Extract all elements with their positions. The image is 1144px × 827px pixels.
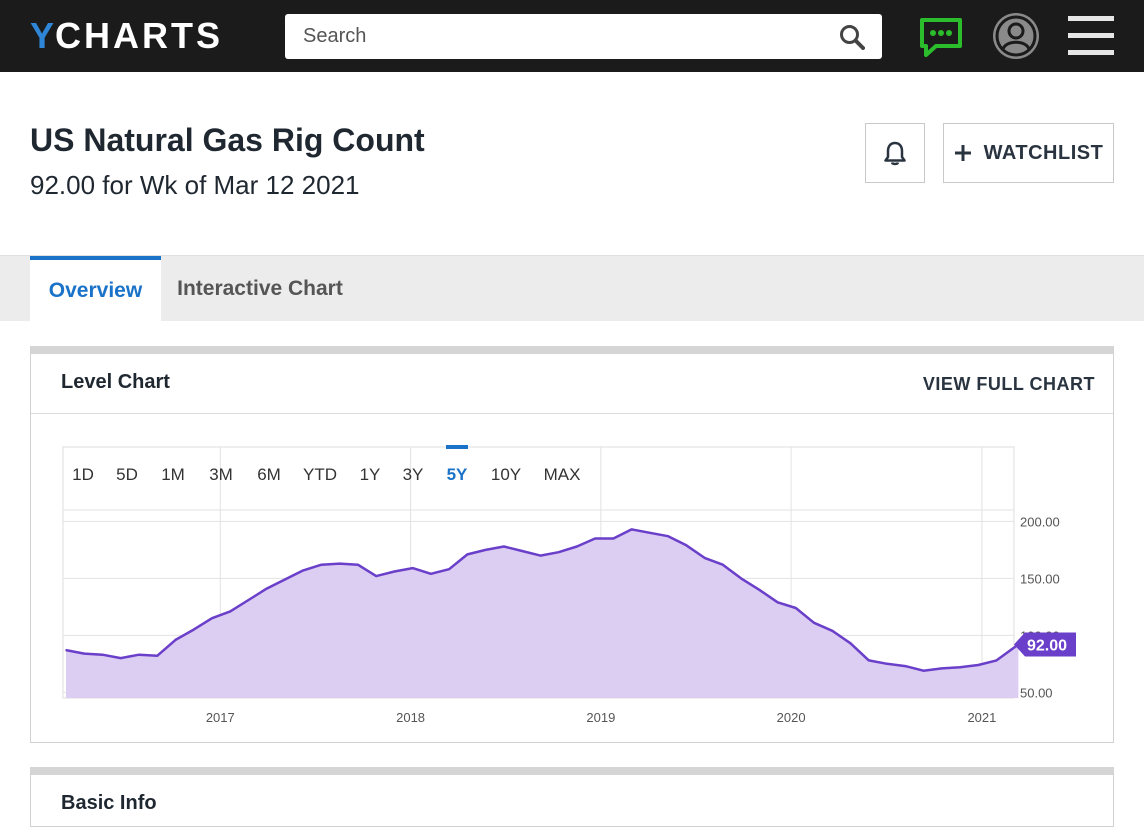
range-3y-button[interactable]: 3Y <box>403 465 424 484</box>
level-chart-header: Level Chart VIEW FULL CHART <box>31 354 1113 414</box>
add-to-watchlist-button[interactable]: WATCHLIST <box>943 123 1114 183</box>
range-ytd-button[interactable]: YTD <box>303 465 337 484</box>
latest-value-subtitle: 92.00 for Wk of Mar 12 2021 <box>30 170 360 200</box>
range-6m-button[interactable]: 6M <box>257 465 281 484</box>
watchlist-label: WATCHLIST <box>983 141 1104 164</box>
alert-button[interactable] <box>865 123 925 183</box>
logo-text: CHARTS <box>55 15 224 56</box>
view-full-chart-link[interactable]: VIEW FULL CHART <box>922 374 1095 394</box>
range-3m-button[interactable]: 3M <box>209 465 233 484</box>
plus-icon <box>954 145 971 161</box>
range-1m-button[interactable]: 1M <box>161 465 185 484</box>
bell-icon <box>884 141 906 166</box>
range-1d-button[interactable]: 1D <box>72 465 94 484</box>
tab-bar: Overview Interactive Chart <box>0 255 1144 322</box>
basic-info-card: Basic Info <box>30 767 1114 827</box>
top-nav-bar: Y CHARTS <box>0 0 1144 72</box>
range-5d-button[interactable]: 5D <box>116 465 138 484</box>
basic-info-title: Basic Info <box>61 792 157 814</box>
chat-icon[interactable] <box>918 16 964 58</box>
range-10y-button[interactable]: 10Y <box>491 465 521 484</box>
range-max-button[interactable]: MAX <box>544 465 581 484</box>
search-box <box>285 14 882 59</box>
range-5y-button[interactable]: 5Y <box>447 465 468 484</box>
hamburger-menu-icon[interactable] <box>1068 14 1114 58</box>
tab-overview[interactable]: Overview <box>30 256 161 322</box>
range-1y-button[interactable]: 1Y <box>360 465 381 484</box>
search-icon[interactable] <box>822 14 882 59</box>
search-input[interactable] <box>285 14 822 59</box>
user-avatar-icon[interactable] <box>992 12 1040 60</box>
logo-first-letter: Y <box>30 15 56 56</box>
level-chart-card: Level Chart VIEW FULL CHART <box>30 346 1114 743</box>
tab-interactive-chart[interactable]: Interactive Chart <box>177 277 343 300</box>
page-title: US Natural Gas Rig Count <box>30 122 425 158</box>
ycharts-logo[interactable]: Y CHARTS <box>30 15 224 56</box>
level-chart-title: Level Chart <box>61 371 170 393</box>
